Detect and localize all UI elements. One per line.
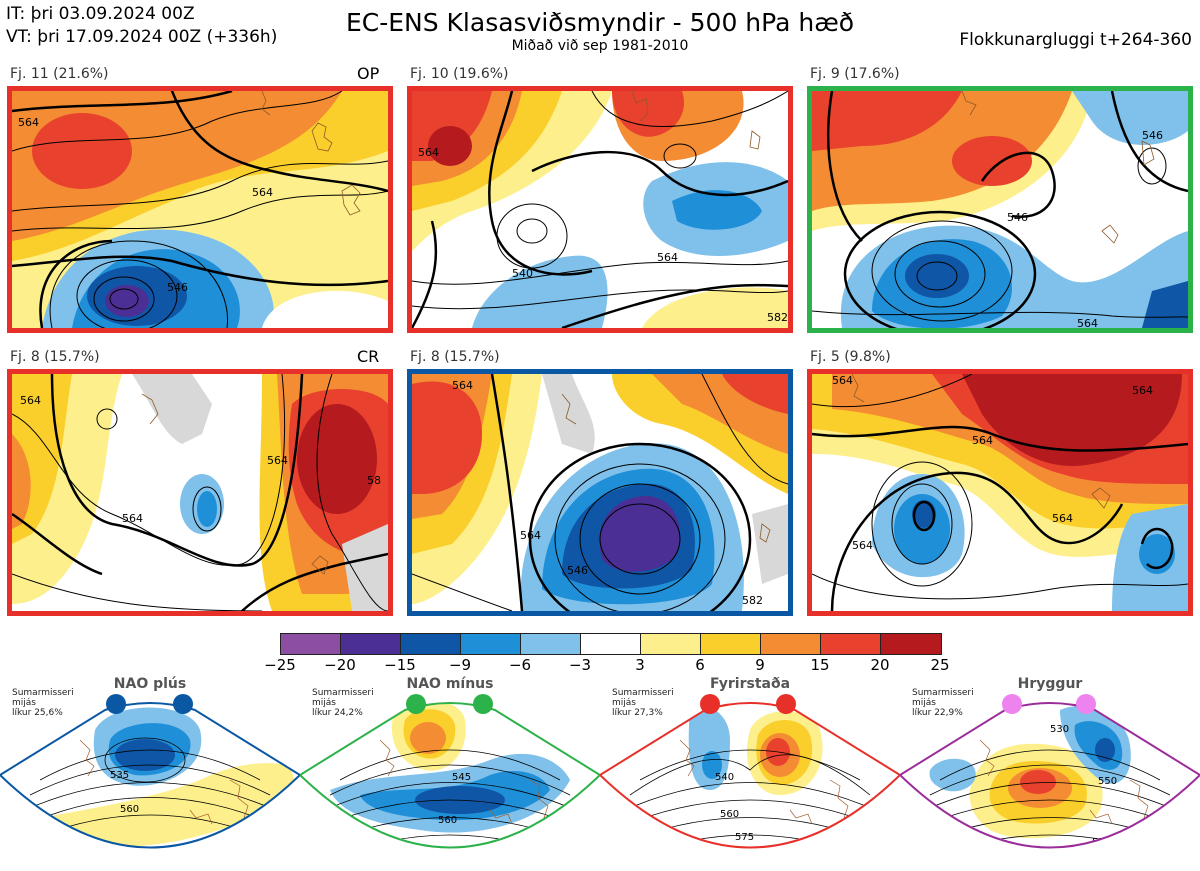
colorbar-tick: 25 bbox=[930, 656, 950, 674]
colorbar-tick: −25 bbox=[264, 656, 296, 674]
colorbar-tick: 6 bbox=[695, 656, 705, 674]
contour-label: 540 bbox=[512, 267, 533, 280]
regime-indicator-dot bbox=[776, 694, 796, 714]
colorbar-swatch bbox=[641, 634, 701, 654]
regime-contour-label: 560 bbox=[438, 815, 457, 826]
regime-indicator-dot bbox=[106, 694, 126, 714]
initial-time: IT: þri 03.09.2024 00Z bbox=[6, 4, 195, 24]
regime-indicator-dot bbox=[406, 694, 426, 714]
regime-indicator-dot bbox=[173, 694, 193, 714]
cluster-label-2: Fj. 10 (19.6%) bbox=[410, 66, 509, 82]
cluster-tag-cr: CR bbox=[357, 347, 380, 366]
header-dates: IT: þri 03.09.2024 00Z VT: þri 17.09.202… bbox=[6, 3, 277, 49]
contour-label: 564 bbox=[20, 394, 41, 407]
regime-contour-label: 535 bbox=[110, 770, 129, 781]
regime-contour-label: 550 bbox=[1098, 776, 1117, 787]
contour-label: 564 bbox=[1052, 512, 1073, 525]
contour-label: 546 bbox=[167, 281, 188, 294]
regime-blocking: 540 560 575 Fyrirstaða Sumarmisseri mijás… bbox=[600, 670, 900, 871]
regime-nao-plus: 535 560 NAO plús Sumarmisseri mijás líkur … bbox=[0, 670, 300, 871]
regime-indicator-dot bbox=[1002, 694, 1022, 714]
regime-contour-label: 560 bbox=[120, 804, 139, 815]
classification-window: Flokkunargluggi t+264-360 bbox=[959, 30, 1192, 50]
colorbar-swatch bbox=[341, 634, 401, 654]
colorbar-swatch bbox=[761, 634, 821, 654]
valid-time: VT: þri 17.09.2024 00Z (+336h) bbox=[6, 27, 278, 47]
regime-contour-label: 545 bbox=[452, 772, 471, 783]
contour-label: 58 bbox=[367, 474, 381, 487]
colorbar-tick: −3 bbox=[568, 656, 592, 674]
regime-name: NAO mínus bbox=[406, 676, 494, 692]
colorbar-tick: 20 bbox=[870, 656, 890, 674]
colorbar-swatch bbox=[701, 634, 761, 654]
regime-contour-label: 560 bbox=[720, 809, 739, 820]
cluster-map-6: 564 564 564 564 564 bbox=[807, 369, 1193, 616]
colorbar-swatch bbox=[881, 634, 941, 654]
contour-label: 564 bbox=[452, 379, 473, 392]
contour-label: 564 bbox=[122, 512, 143, 525]
colorbar-swatch bbox=[281, 634, 341, 654]
cluster-label-4: Fj. 8 (15.7%) bbox=[10, 349, 100, 365]
cluster-map-5: 564 564 546 582 bbox=[407, 369, 793, 616]
regime-ridge: 530 550 575 Hryggur Sumarmisseri mijás lík… bbox=[900, 670, 1200, 871]
regime-info: Sumarmisseri mijás líkur 25,6% bbox=[12, 688, 74, 718]
colorbar-swatch bbox=[821, 634, 881, 654]
colorbar-tick: 3 bbox=[635, 656, 645, 674]
contour-label: 546 bbox=[1007, 211, 1028, 224]
cluster-label-3: Fj. 9 (17.6%) bbox=[810, 66, 900, 82]
regime-nao-minus: 545 560 575 NAO mínus Sumarmisseri mijás l… bbox=[300, 670, 600, 871]
regime-info: Sumarmisseri mijás líkur 22,9% bbox=[912, 688, 974, 718]
contour-label: 564 bbox=[520, 529, 541, 542]
contour-label: 564 bbox=[1077, 317, 1098, 328]
colorbar-tick: −9 bbox=[448, 656, 472, 674]
contour-label: 582 bbox=[767, 311, 788, 324]
cluster-tag-op: OP bbox=[357, 64, 380, 83]
regime-indicator-dot bbox=[1076, 694, 1096, 714]
colorbar-swatch bbox=[581, 634, 641, 654]
cluster-map-1: 564 546 564 bbox=[7, 86, 393, 333]
contour-label: 564 bbox=[252, 186, 273, 199]
regime-indicator-dot bbox=[700, 694, 720, 714]
contour-label: 564 bbox=[267, 454, 288, 467]
colorbar-swatch bbox=[521, 634, 581, 654]
colorbar-swatch bbox=[461, 634, 521, 654]
contour-label: 564 bbox=[832, 374, 853, 387]
page-title: EC-ENS Klasasviðsmyndir - 500 hPa hæð bbox=[345, 8, 855, 37]
contour-label: 564 bbox=[18, 116, 39, 129]
regime-info: Sumarmisseri mijás líkur 27,3% bbox=[612, 688, 674, 718]
contour-label: 546 bbox=[567, 564, 588, 577]
colorbar-tick: 9 bbox=[755, 656, 765, 674]
regime-name: Fyrirstaða bbox=[709, 676, 791, 692]
contour-label: 564 bbox=[418, 146, 439, 159]
cluster-map-4: 564 564 564 58 bbox=[7, 369, 393, 616]
contour-label: 564 bbox=[852, 539, 873, 552]
page-subtitle: Miðað við sep 1981-2010 bbox=[511, 38, 689, 54]
colorbar-tick: 15 bbox=[810, 656, 830, 674]
colorbar-tick: −6 bbox=[508, 656, 532, 674]
regime-info: Sumarmisseri mijás líkur 24,2% bbox=[312, 688, 374, 718]
contour-label: 564 bbox=[1132, 384, 1153, 397]
colorbar-swatch bbox=[401, 634, 461, 654]
cluster-label-6: Fj. 5 (9.8%) bbox=[810, 349, 891, 365]
cluster-label-5: Fj. 8 (15.7%) bbox=[410, 349, 500, 365]
colorbar-tick: −15 bbox=[384, 656, 416, 674]
contour-label: 582 bbox=[742, 594, 763, 607]
regime-contour-label: 575 bbox=[447, 849, 466, 860]
cluster-map-3: 546 546 564 bbox=[807, 86, 1193, 333]
regime-indicator-dot bbox=[473, 694, 493, 714]
contour-label: 546 bbox=[1142, 129, 1163, 142]
regime-name: NAO plús bbox=[113, 676, 187, 692]
regime-contour-label: 540 bbox=[715, 772, 734, 783]
cluster-label-1: Fj. 11 (21.6%) bbox=[10, 66, 109, 82]
colorbar-tick: −20 bbox=[324, 656, 356, 674]
regime-contour-label: 530 bbox=[1050, 724, 1069, 735]
cluster-map-2: 564 540 564 582 bbox=[407, 86, 793, 333]
regime-contour-label: 575 bbox=[735, 832, 754, 843]
colorbar bbox=[280, 633, 942, 655]
contour-label: 564 bbox=[657, 251, 678, 264]
contour-label: 564 bbox=[972, 434, 993, 447]
regime-name: Hryggur bbox=[1017, 676, 1083, 692]
